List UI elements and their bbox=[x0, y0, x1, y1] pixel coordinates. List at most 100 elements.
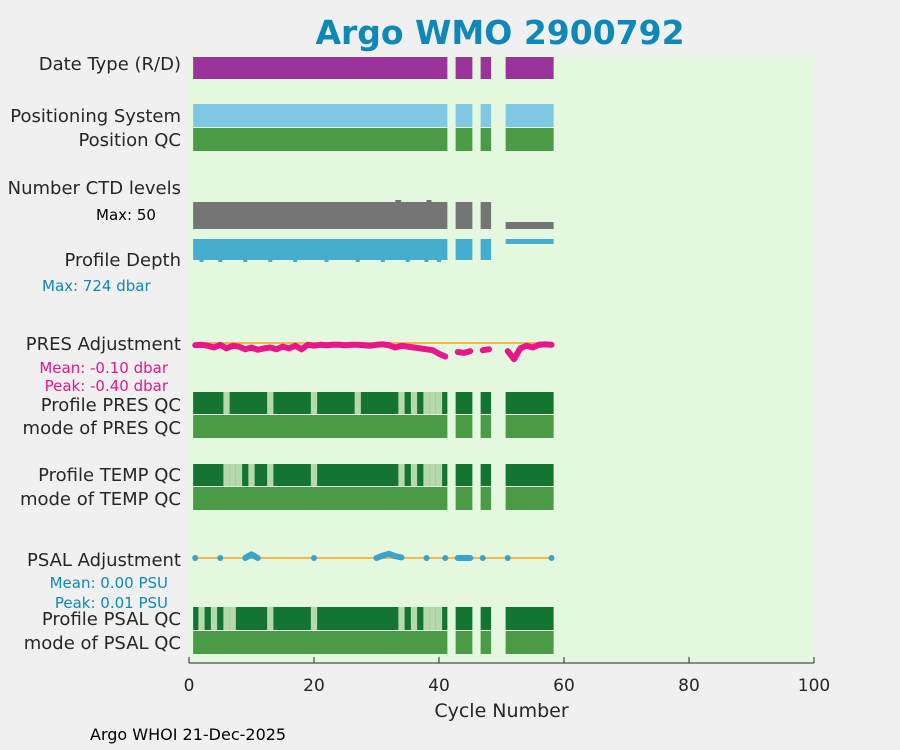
num-ctd-levels-marks bbox=[193, 200, 554, 229]
positioning-system-segment bbox=[505, 104, 554, 127]
profile-pres-qc-qc-mark bbox=[423, 392, 430, 414]
x-tick-label: 40 bbox=[428, 676, 450, 696]
psal-adjustment-series bbox=[311, 555, 317, 561]
psal-adjustment-series bbox=[192, 555, 199, 561]
profile-psal-qc-segment bbox=[455, 607, 473, 630]
position-qc-segment bbox=[455, 128, 473, 151]
pres-adjustment-series bbox=[192, 341, 449, 360]
date-type-label: Date Type (R/D) bbox=[39, 54, 181, 75]
position-qc-label: Position QC bbox=[78, 130, 181, 151]
profile-psal-qc-qc-mark bbox=[423, 607, 430, 630]
mode-temp-qc-label: mode of TEMP QC bbox=[20, 489, 181, 510]
mode-temp-qc-segment bbox=[193, 487, 448, 510]
psal-adjustment-marks bbox=[192, 550, 555, 561]
profile-pres-qc-qc-mark bbox=[410, 392, 418, 414]
psal-adjustment-series bbox=[548, 555, 555, 561]
pres-adjustment-series bbox=[454, 348, 474, 356]
pres-adjustment-series bbox=[479, 346, 492, 354]
psal-adjustment-series bbox=[242, 551, 261, 561]
date-type-segment bbox=[193, 57, 448, 79]
mode-pres-qc-segment bbox=[455, 415, 473, 438]
positioning-system-marks bbox=[193, 104, 554, 127]
x-tick-label: 0 bbox=[184, 676, 195, 696]
profile-temp-qc-qc-mark bbox=[435, 464, 443, 486]
profile-psal-qc-qc-mark bbox=[210, 607, 218, 630]
profile-pres-qc-qc-mark bbox=[429, 392, 436, 414]
mode-temp-qc-segment bbox=[480, 487, 492, 510]
profile-temp-qc-marks bbox=[193, 464, 554, 486]
x-tick-label: 80 bbox=[678, 676, 700, 696]
profile-pres-qc-segment bbox=[505, 392, 554, 414]
profile-pres-qc-qc-mark bbox=[354, 392, 361, 414]
profile-depth-max-label: Max: 724 dbar bbox=[42, 277, 151, 295]
profile-psal-qc-qc-mark bbox=[410, 607, 418, 630]
profile-depth-segment bbox=[455, 239, 473, 260]
pres-adjustment-mean-label: Mean: -0.10 dbar bbox=[39, 359, 169, 377]
profile-temp-qc-qc-mark bbox=[410, 464, 418, 486]
profile-temp-qc-qc-mark bbox=[235, 464, 243, 486]
mode-pres-qc-segment bbox=[480, 415, 492, 438]
profile-depth-segment bbox=[293, 260, 298, 262]
x-axis-label: Cycle Number bbox=[434, 700, 568, 722]
mode-psal-qc-segment bbox=[505, 631, 554, 654]
date-type-segment bbox=[505, 57, 554, 79]
num-ctd-levels-segment bbox=[426, 200, 432, 202]
profile-psal-qc-qc-mark bbox=[229, 607, 236, 630]
profile-depth-marks bbox=[193, 239, 554, 262]
mode-psal-qc-segment bbox=[480, 631, 492, 654]
profile-depth-segment bbox=[405, 260, 410, 262]
profile-temp-qc-segment bbox=[480, 464, 492, 486]
x-tick-label: 60 bbox=[553, 676, 575, 696]
psal-adjustment-mean-label: Mean: 0.00 PSU bbox=[50, 574, 168, 592]
profile-psal-qc-qc-mark bbox=[267, 607, 274, 630]
profile-depth-segment bbox=[380, 260, 385, 262]
profile-temp-qc-qc-mark bbox=[398, 464, 405, 486]
mode-pres-qc-segment bbox=[193, 415, 448, 438]
profile-depth-segment bbox=[268, 260, 273, 262]
pres-adjustment-marks bbox=[192, 341, 555, 363]
profile-depth-segment bbox=[193, 239, 448, 260]
profile-psal-qc-qc-mark bbox=[198, 607, 205, 630]
positioning-system-segment bbox=[480, 104, 492, 127]
profile-pres-qc-qc-mark bbox=[398, 392, 405, 414]
positioning-system-segment bbox=[193, 104, 448, 127]
profile-psal-qc-label: Profile PSAL QC bbox=[42, 609, 181, 630]
profile-pres-qc-qc-mark bbox=[223, 392, 230, 414]
mode-psal-qc-segment bbox=[193, 631, 448, 654]
profile-pres-qc-segment bbox=[455, 392, 473, 414]
profile-depth-segment bbox=[324, 260, 329, 262]
profile-depth-segment bbox=[480, 239, 492, 260]
mode-temp-qc-marks bbox=[193, 487, 554, 510]
profile-depth-label: Profile Depth bbox=[64, 250, 181, 271]
profile-pres-qc-qc-mark bbox=[435, 392, 443, 414]
mode-psal-qc-marks bbox=[193, 631, 554, 654]
date-type-marks bbox=[193, 57, 554, 79]
x-tick-label: 100 bbox=[798, 676, 830, 696]
num-ctd-levels-segment bbox=[505, 222, 554, 229]
profile-depth-segment bbox=[218, 260, 223, 262]
profile-depth-segment bbox=[355, 260, 360, 262]
positioning-system-segment bbox=[455, 104, 473, 127]
profile-temp-qc-segment bbox=[455, 464, 473, 486]
pres-adjustment-peak-label: Peak: -0.40 dbar bbox=[45, 377, 169, 395]
num-ctd-levels-segment bbox=[193, 202, 448, 229]
position-qc-segment bbox=[480, 128, 492, 151]
mode-pres-qc-label: mode of PRES QC bbox=[23, 418, 181, 439]
mode-temp-qc-segment bbox=[455, 487, 473, 510]
profile-depth-segment bbox=[437, 260, 441, 262]
profile-psal-qc-qc-mark bbox=[398, 607, 405, 630]
profile-pres-qc-label: Profile PRES QC bbox=[41, 395, 181, 416]
psal-adjustment-peak-label: Peak: 0.01 PSU bbox=[55, 594, 168, 612]
profile-depth-segment bbox=[243, 260, 248, 262]
date-type-segment bbox=[455, 57, 473, 79]
num-ctd-levels-segment bbox=[455, 202, 473, 229]
profile-temp-qc-segment bbox=[505, 464, 554, 486]
mode-pres-qc-marks bbox=[193, 415, 554, 438]
psal-adjustment-series bbox=[423, 555, 430, 561]
num-ctd-levels-label: Number CTD levels bbox=[8, 178, 181, 199]
psal-adjustment-series bbox=[217, 555, 224, 561]
profile-temp-qc-qc-mark bbox=[248, 464, 255, 486]
footer-source-date: Argo WHOI 21-Dec-2025 bbox=[90, 725, 287, 744]
plot-area bbox=[189, 55, 814, 663]
chart-title: Argo WMO 2900792 bbox=[315, 13, 684, 52]
